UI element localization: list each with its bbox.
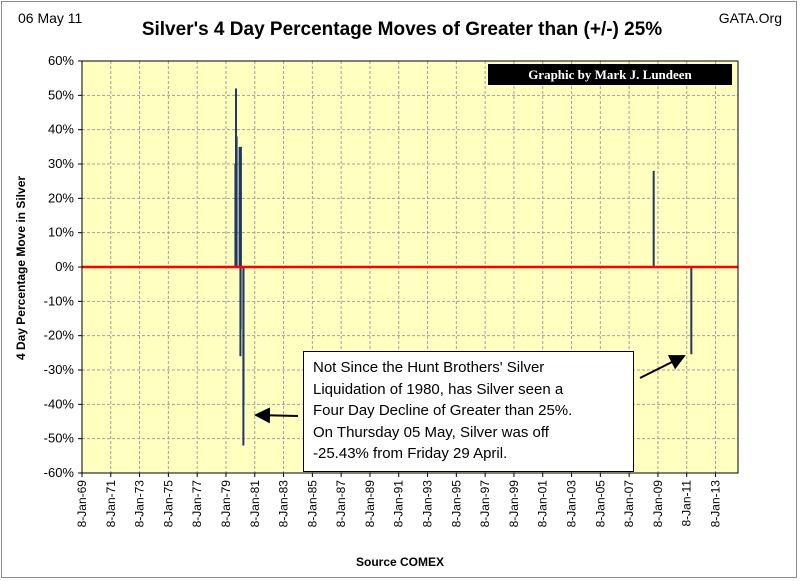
- x-tick-label: 8-Jan-09: [651, 480, 665, 528]
- x-tick-label: 8-Jan-05: [593, 480, 607, 528]
- annotation-arrow-left: [254, 407, 299, 424]
- y-tick-label: -10%: [44, 293, 75, 308]
- y-tick-label: 30%: [48, 156, 74, 171]
- x-tick-label: 8-Jan-95: [449, 480, 463, 528]
- x-tick-label: 8-Jan-87: [334, 480, 348, 528]
- y-tick-label: -20%: [44, 328, 75, 343]
- x-tick-label: 8-Jan-83: [277, 480, 291, 528]
- y-tick-label: -30%: [44, 362, 75, 377]
- y-tick-label: 20%: [48, 190, 74, 205]
- y-tick-label: -40%: [44, 396, 75, 411]
- y-tick-label: -50%: [44, 431, 75, 446]
- x-tick-label: 8-Jan-79: [219, 480, 233, 528]
- y-tick-label: 0%: [55, 259, 74, 274]
- annotation-line: Liquidation of 1980, has Silver seen a: [313, 380, 564, 398]
- x-tick-label: 8-Jan-93: [421, 480, 435, 528]
- x-tick-label: 8-Jan-85: [305, 480, 319, 528]
- plot-border: [81, 60, 739, 474]
- annotation-line: Not Since the Hunt Brothers' Silver: [313, 359, 545, 376]
- x-tick-label: 8-Jan-73: [133, 480, 147, 528]
- x-tick-label: 8-Jan-11: [680, 480, 694, 527]
- y-tick-label: 60%: [48, 53, 74, 68]
- x-tick-label: 8-Jan-13: [709, 480, 723, 528]
- y-tick-label: 50%: [48, 87, 74, 102]
- y-tick-label: 40%: [48, 122, 74, 137]
- credit-box: Graphic by Mark J. Lundeen: [488, 64, 732, 85]
- x-tick-label: 8-Jan-91: [392, 480, 406, 528]
- source-site-label: GATA.Org: [718, 10, 782, 26]
- chart-title: Silver's 4 Day Percentage Moves of Great…: [141, 19, 663, 40]
- x-tick-label: 8-Jan-97: [478, 480, 492, 528]
- x-tick-label: 8-Jan-01: [536, 480, 550, 528]
- x-tick-label: 8-Jan-81: [248, 480, 262, 528]
- y-axis-label: 4 Day Percentage Move in Silver: [14, 175, 28, 361]
- x-tick-label: 8-Jan-07: [622, 480, 636, 528]
- x-tick-label: 8-Jan-75: [161, 480, 175, 528]
- x-tick-label: 8-Jan-03: [565, 480, 579, 528]
- annotation-arrow-right: [639, 355, 686, 379]
- annotation-line: On Thursday 05 May, Silver was off: [313, 423, 549, 441]
- x-tick-label: 8-Jan-77: [190, 480, 204, 528]
- annotation-line: -25.43% from Friday 29 April.: [313, 445, 508, 462]
- annotation-box: Not Since the Hunt Brothers' Silver Liqu…: [303, 351, 634, 472]
- x-tick-label: 8-Jan-71: [104, 480, 118, 528]
- y-tick-label: 10%: [48, 225, 74, 240]
- x-axis-label: Source COMEX: [355, 555, 445, 569]
- y-tick-label: -60%: [44, 465, 75, 480]
- x-tick-label: 8-Jan-69: [75, 480, 89, 528]
- chart-date: 06 May 11: [18, 10, 83, 26]
- annotation-line: Four Day Decline of Greater than 25%.: [313, 402, 573, 419]
- x-tick-label: 8-Jan-99: [507, 480, 521, 528]
- x-tick-label: 8-Jan-89: [363, 480, 377, 528]
